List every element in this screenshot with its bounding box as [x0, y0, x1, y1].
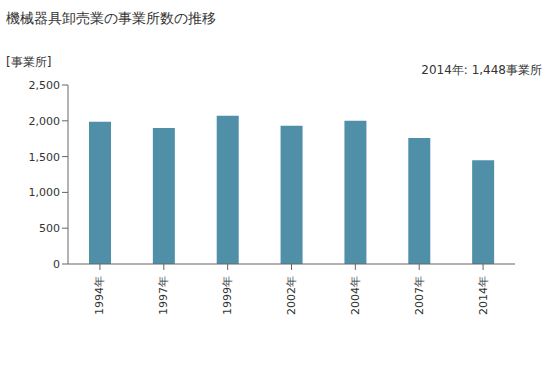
svg-text:1997年: 1997年 — [157, 276, 170, 315]
svg-text:1999年: 1999年 — [221, 276, 234, 315]
svg-text:2007年: 2007年 — [413, 276, 426, 315]
svg-text:0: 0 — [53, 258, 60, 271]
svg-text:2,000: 2,000 — [29, 115, 61, 128]
svg-text:2002年: 2002年 — [285, 276, 298, 315]
html-text:[事業所]: [事業所] — [6, 55, 52, 69]
html-text:2014年: 1,448事業所: 2014年: 1,448事業所 — [421, 63, 542, 77]
html-text:機械器具卸売業の事業所数の推移: 機械器具卸売業の事業所数の推移 — [6, 10, 216, 26]
svg-text:2,500: 2,500 — [29, 79, 61, 92]
svg-text:2004年: 2004年 — [349, 276, 362, 315]
svg-text:1994年: 1994年 — [93, 276, 106, 315]
svg-text:2014年: 2014年 — [477, 276, 490, 315]
svg-text:1,000: 1,000 — [29, 186, 61, 199]
svg-text:500: 500 — [39, 222, 60, 235]
svg-text:1,500: 1,500 — [29, 151, 61, 164]
